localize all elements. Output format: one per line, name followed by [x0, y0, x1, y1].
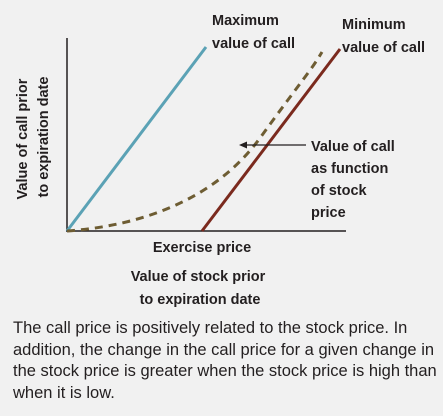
minimum-value-label: Minimum value of call: [342, 17, 425, 56]
y-axis-label: Value of call prior to expiration date: [15, 75, 52, 200]
call-function-label-line2: as function: [311, 161, 388, 177]
x-axis-label-line2: to expiration date: [140, 292, 261, 308]
maximum-value-label-line2: value of call: [212, 36, 295, 52]
y-axis-label-line1: Value of call prior: [15, 78, 31, 199]
call-curve-pointer-arrowhead: [239, 141, 247, 149]
call-function-label-line4: price: [311, 205, 346, 221]
call-function-label: Value of call as function of stock price: [311, 139, 399, 221]
maximum-value-line: [65, 46, 208, 232]
minimum-value-label-line2: value of call: [342, 40, 425, 56]
exercise-price-label: Exercise price: [153, 240, 251, 256]
x-axis-label: Value of stock prior to expiration date: [131, 269, 270, 308]
call-function-label-line3: of stock: [311, 183, 368, 199]
call-value-curve: [66, 51, 324, 233]
minimum-value-label-line1: Minimum: [342, 17, 406, 33]
minimum-value-line: [200, 48, 342, 232]
maximum-value-label: Maximum value of call: [212, 13, 295, 52]
figure-caption: The call price is positively related to …: [13, 319, 437, 402]
maximum-value-label-line1: Maximum: [212, 13, 279, 29]
y-axis-label-line2: to expiration date: [36, 77, 52, 198]
call-function-label-line1: Value of call: [311, 139, 395, 155]
x-axis-label-line1: Value of stock prior: [131, 269, 266, 285]
call-value-diagram: Maximum value of call Minimum value of c…: [15, 13, 425, 308]
